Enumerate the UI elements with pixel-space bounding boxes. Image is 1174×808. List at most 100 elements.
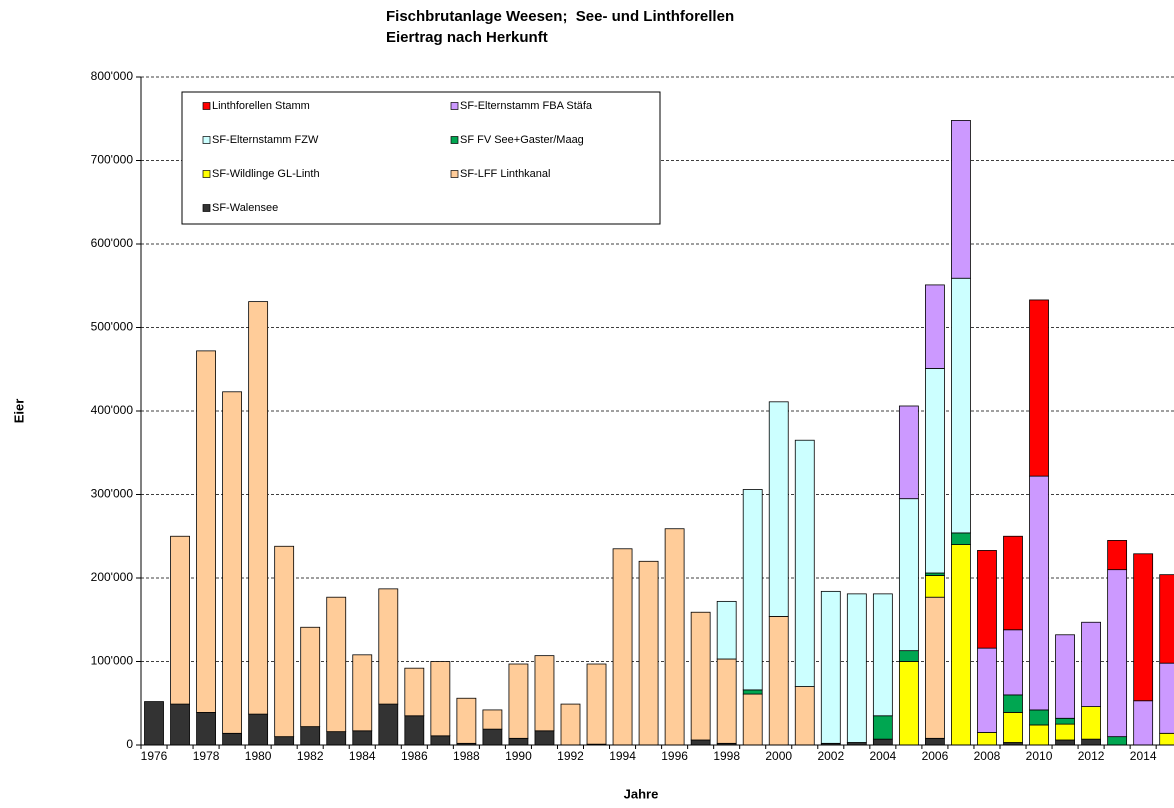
x-tick-label: 2008 <box>974 749 1001 763</box>
legend-text: SF-LFF Linthkanal <box>460 168 550 180</box>
bar-segment <box>1055 634 1075 719</box>
bar-segment <box>951 120 971 279</box>
bar-segment <box>872 715 893 740</box>
bar-segment <box>794 686 815 746</box>
y-tick-label: 400'000 <box>91 403 134 417</box>
bar-segment <box>352 654 373 732</box>
bar-segment <box>248 713 269 746</box>
x-tick-label: 1986 <box>401 749 428 763</box>
bar-segment <box>951 532 971 545</box>
x-tick-label: 1990 <box>505 749 532 763</box>
bar-segment <box>248 301 269 715</box>
bar-segment <box>378 588 399 705</box>
y-axis-label: Eier <box>11 399 26 424</box>
bar-segment <box>196 350 216 713</box>
bar-segment <box>170 703 190 746</box>
chart-subtitle: Eiertrag nach Herkunft <box>386 29 548 46</box>
x-tick-label: 1994 <box>609 749 636 763</box>
bar-segment <box>378 703 399 746</box>
x-tick-label: 2006 <box>922 749 949 763</box>
bar-segment <box>508 737 529 746</box>
x-tick-label: 1982 <box>297 749 324 763</box>
bar-segment <box>1055 723 1075 741</box>
y-tick-label: 500'000 <box>91 320 134 334</box>
bar-segment <box>664 528 685 746</box>
bar-segment <box>951 277 971 534</box>
bar-segment <box>1159 574 1174 664</box>
legend-text: SF-Elternstamm FZW <box>212 134 319 146</box>
bar-segment <box>1003 712 1023 743</box>
bar-segment <box>482 709 503 730</box>
bar-segment <box>430 661 451 737</box>
bar-segment <box>925 368 945 574</box>
bar-segment <box>1133 700 1154 746</box>
bar-segment <box>326 596 347 733</box>
bar-segment <box>742 693 763 746</box>
bar-segment <box>1029 724 1049 746</box>
bar-segment <box>716 658 737 744</box>
bar-segment <box>274 736 295 746</box>
y-tick-label: 300'000 <box>91 487 134 501</box>
bar-segment <box>977 732 997 746</box>
bar-segment <box>1003 629 1023 696</box>
bar-segment <box>1159 662 1174 734</box>
bar-segment <box>768 401 789 617</box>
bar-segment <box>196 712 216 746</box>
bar-segment <box>1029 299 1049 477</box>
x-tick-label: 1992 <box>557 749 584 763</box>
bar-segment <box>300 626 321 728</box>
bar-segment <box>925 575 945 598</box>
bar-segment <box>951 544 971 746</box>
x-tick-label: 1976 <box>141 749 168 763</box>
bar-segment <box>586 663 607 745</box>
y-tick-label: 700'000 <box>91 153 134 167</box>
bar-segment <box>846 593 867 743</box>
chart-title: Fischbrutanlage Weesen; See- und Linthfo… <box>386 8 734 25</box>
y-tick-label: 600'000 <box>91 236 134 250</box>
bar-segment <box>977 550 997 649</box>
bar-segment <box>872 738 893 746</box>
legend-text: SF-Wildlinge GL-Linth <box>212 168 320 180</box>
legend-swatch <box>202 204 211 212</box>
bar-segment <box>404 667 425 717</box>
bar-segment <box>222 732 243 746</box>
x-tick-label: 2014 <box>1130 749 1157 763</box>
y-tick-label: 0 <box>126 737 133 751</box>
bar-segment <box>1055 717 1075 725</box>
bar-segment <box>1029 709 1049 726</box>
bar-segment <box>1107 736 1128 746</box>
bar-segment <box>768 616 789 746</box>
x-tick-label: 1996 <box>661 749 688 763</box>
bar-segment <box>612 548 633 746</box>
bar-segment <box>898 661 919 746</box>
bar-segment <box>1081 738 1101 746</box>
bar-segment <box>1055 739 1075 746</box>
y-tick-label: 100'000 <box>91 654 134 668</box>
legend-swatch <box>450 170 459 178</box>
bar-segment <box>898 498 919 652</box>
x-tick-label: 1978 <box>193 749 220 763</box>
bar-segment <box>326 731 347 746</box>
bar-segment <box>170 535 190 705</box>
bar-segment <box>1133 553 1154 702</box>
x-tick-label: 1998 <box>713 749 740 763</box>
bar-segment <box>925 596 945 739</box>
legend-swatch <box>202 170 211 178</box>
bar-segment <box>482 728 503 746</box>
legend-swatch <box>202 136 211 144</box>
legend-text: SF-Elternstamm FBA Stäfa <box>460 100 593 112</box>
bar-segment <box>352 730 373 746</box>
bar-segment <box>742 489 763 691</box>
bar-segment <box>534 730 555 746</box>
legend-text: SF-Walensee <box>212 202 278 214</box>
bar-segment <box>690 611 711 741</box>
x-tick-label: 1988 <box>453 749 480 763</box>
x-tick-label: 2004 <box>870 749 897 763</box>
bar-segment <box>925 284 945 369</box>
bar-segment <box>144 701 164 746</box>
x-tick-label: 2012 <box>1078 749 1105 763</box>
bar-segment <box>898 405 919 500</box>
bar-segment <box>690 739 711 746</box>
bar-segment <box>1081 621 1101 707</box>
